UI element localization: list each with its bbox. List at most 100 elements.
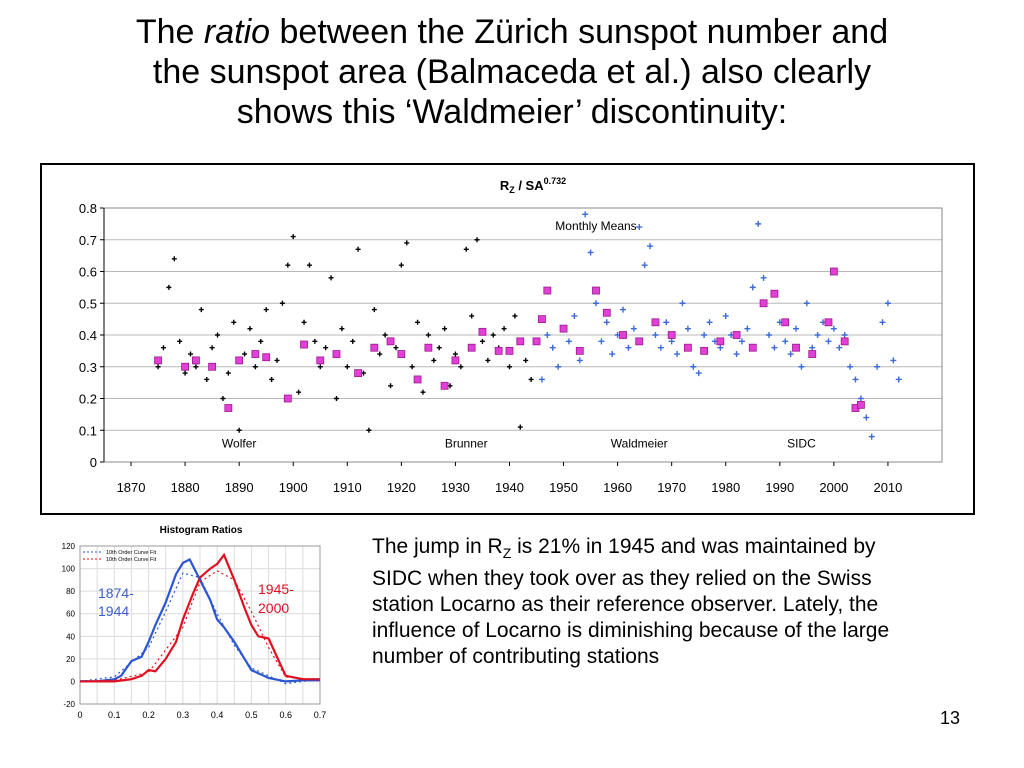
point-monthly-blue [587,249,594,256]
point-monthly-blue [787,351,794,358]
point-yearly [808,350,817,358]
point-monthly-black [323,345,329,351]
point-yearly [251,350,260,358]
point-monthly-black [220,396,226,401]
point-monthly-blue [765,332,772,338]
point-monthly-black [177,338,183,344]
point-monthly-black [366,427,372,433]
point-monthly-black [333,396,339,401]
point-yearly [829,267,838,276]
era-label: SIDC [787,437,816,451]
x-tick-label: 0.1 [108,710,121,720]
y-tick-label: -20 [63,700,75,709]
point-monthly-blue [657,344,664,351]
x-tick-label: 1980 [711,480,740,495]
point-monthly-blue [620,306,627,313]
point-yearly [440,381,449,390]
point-monthly-blue [836,344,843,351]
point-monthly-blue [884,300,891,307]
point-monthly-blue [679,300,686,307]
point-monthly-blue [755,220,762,227]
point-monthly-blue [641,262,648,269]
title-line-2: the sunspot area (Balmaceda et al.) also… [152,53,872,91]
x-tick-label: 2010 [873,480,902,495]
point-yearly [592,286,600,295]
point-yearly [224,404,233,412]
point-monthly-black [171,256,177,262]
point-yearly [857,400,865,409]
point-monthly-blue [636,224,643,231]
page-number: 13 [940,708,961,728]
histogram-line [80,558,320,683]
era-label: Wolfer [222,437,256,451]
point-monthly-black [431,357,437,363]
point-monthly-black [198,307,204,313]
x-tick-label: 0.5 [245,710,258,720]
point-monthly-black [528,376,534,382]
point-monthly-black [404,240,410,246]
legend-label: 10th Order Curve Fit [106,550,157,556]
point-yearly [181,362,189,371]
point-monthly-black [474,237,480,243]
point-monthly-black [442,326,448,332]
body-paragraph: The jump in RZ is 21% in 1945 and was ma… [372,534,912,670]
point-yearly [781,318,790,327]
point-monthly-blue [749,284,756,291]
point-monthly-black [371,307,377,313]
point-monthly-blue [571,312,578,319]
point-monthly-black [274,357,280,363]
y-tick-label: 0.5 [79,296,97,311]
y-tick-label: 0 [71,677,76,686]
point-yearly [619,331,627,339]
point-yearly [208,362,217,371]
body-text-post: is 21% in 1945 and was maintained by SID… [372,535,890,669]
point-monthly-blue [544,332,551,338]
histogram-line [80,552,320,683]
point-monthly-black [463,246,469,252]
x-tick-label: 1990 [765,480,794,495]
point-yearly [413,375,422,384]
point-monthly-blue [895,376,902,383]
era-label: Waldmeier [611,437,668,451]
point-monthly-blue [684,325,691,332]
point-yearly [840,337,849,346]
point-monthly-black [301,319,307,325]
point-yearly [235,356,244,365]
ratio-chart-frame: RZ / SA0.732 0 0.1 0.2 0.3 0.4 0.5 0.6 0.7 0.8 187… [40,163,975,515]
point-monthly-black [231,319,237,325]
point-monthly-blue [630,325,637,332]
point-monthly-black [215,332,221,338]
point-monthly-black [377,351,383,357]
point-yearly [332,350,341,358]
point-monthly-black [490,332,496,338]
point-monthly-black [188,351,194,357]
point-monthly-blue [609,351,616,358]
y-tick-label: 0 [90,455,97,470]
point-monthly-blue [555,363,562,370]
body-subscript: Z [502,545,512,562]
legend-label: 10th Order Curve Fit [106,557,157,563]
x-tick-label: 0.4 [211,710,224,720]
point-yearly [538,315,546,324]
point-monthly-black [155,364,161,370]
point-yearly [316,356,325,365]
point-monthly-black [290,234,296,240]
y-tick-label: 60 [66,610,75,619]
point-yearly [494,346,503,355]
point-monthly-black [247,326,253,332]
point-monthly-black [425,332,431,338]
point-monthly-black [409,364,415,370]
point-monthly-blue [592,300,599,307]
point-monthly-blue [782,338,789,345]
title-text-post: between the Zürich sunspot number and [270,13,889,51]
point-monthly-black [258,338,264,344]
y-tick-label: 0.4 [79,328,97,343]
point-yearly [397,350,406,358]
point-monthly-blue [874,363,881,370]
body-text: The jump in RZ is 21% in 1945 and was ma… [372,534,912,670]
point-monthly-black [485,357,491,363]
point-monthly-blue [825,338,832,345]
point-monthly-black [398,262,404,268]
point-monthly-black [204,376,210,382]
